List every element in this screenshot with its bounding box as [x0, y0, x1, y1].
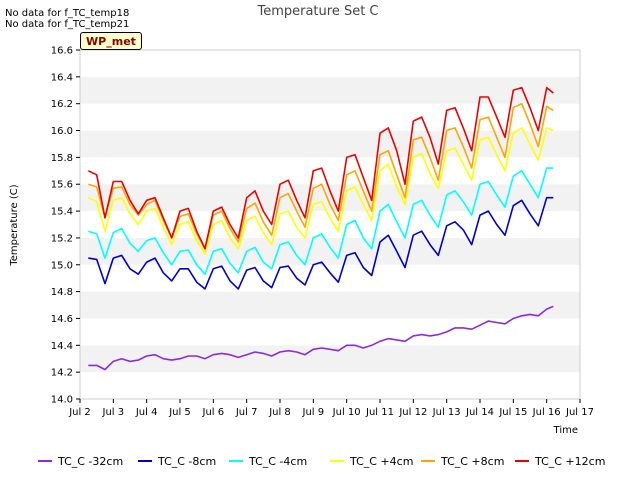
- y-tick-label: 16.6: [51, 46, 73, 57]
- grid-band: [80, 318, 580, 346]
- y-tick-label: 16.2: [51, 99, 73, 110]
- x-tick-label: Jul 7: [235, 407, 258, 418]
- legend-swatch: [38, 460, 52, 462]
- legend-item: TC_C +12cm: [515, 453, 605, 469]
- chart-title: Temperature Set C: [256, 4, 378, 19]
- grid-band: [80, 157, 580, 185]
- y-tick-label: 16.0: [51, 126, 73, 137]
- x-tick-label: Jul 2: [68, 407, 91, 418]
- legend-item: TC_C +4cm: [330, 453, 413, 469]
- no-data-note: No data for f_TC_temp21: [5, 19, 130, 30]
- y-tick-label: 15.6: [51, 180, 73, 191]
- x-tick-label: Jul 14: [465, 407, 494, 418]
- legend-swatch: [515, 460, 529, 462]
- y-tick-label: 14.2: [51, 368, 73, 379]
- series-line: [88, 196, 554, 290]
- x-tick-label: Jul 12: [398, 407, 427, 418]
- x-tick-label: Jul 8: [268, 407, 291, 418]
- legend: TC_C -32cm TC_C -8cm TC_C -4cm TC_C +4cm…: [0, 453, 640, 469]
- legend-label: TC_C +4cm: [350, 454, 414, 468]
- legend-item: TC_C -8cm: [138, 453, 216, 469]
- x-tick-label: Jul 11: [365, 407, 394, 418]
- y-tick-label: 15.8: [51, 153, 73, 164]
- grid-band: [80, 103, 580, 131]
- series-lines: [87, 86, 554, 371]
- x-tick-label: Jul 13: [432, 407, 461, 418]
- x-axis-ticks: Jul 2 Jul 3 Jul 4 Jul 5 Jul 6 Jul 7 Jul 8 Jul 9…: [68, 399, 594, 418]
- legend-swatch: [229, 460, 243, 462]
- x-tick-label: Jul 9: [302, 407, 325, 418]
- grid-band: [80, 264, 580, 292]
- legend-label: TC_C +12cm: [535, 454, 606, 468]
- y-tick-label: 14.0: [51, 395, 73, 406]
- y-tick-label: 15.4: [51, 207, 73, 218]
- legend-label: TC_C +8cm: [441, 454, 505, 468]
- x-axis-label: Time: [553, 425, 578, 436]
- no-data-note: No data for f_TC_temp18: [5, 8, 130, 19]
- legend-label: TC_C -32cm: [58, 454, 124, 468]
- legend-swatch: [138, 460, 152, 462]
- grid-band: [80, 291, 580, 319]
- legend-item: TC_C +8cm: [421, 453, 504, 469]
- x-tick-label: Jul 5: [168, 407, 191, 418]
- series-line: [88, 167, 554, 276]
- y-tick-label: 16.4: [51, 72, 73, 83]
- legend-label: TC_C -4cm: [249, 454, 308, 468]
- legend-label: TC_C -8cm: [158, 454, 217, 468]
- legend-swatch: [330, 460, 344, 462]
- grid-bands: [80, 50, 580, 399]
- x-tick-label: Jul 3: [102, 407, 125, 418]
- y-tick-label: 14.6: [51, 314, 73, 325]
- grid-band: [80, 50, 580, 77]
- x-tick-label: Jul 17: [565, 407, 594, 418]
- station-label-badge: WP_met: [80, 32, 142, 50]
- x-tick-label: Jul 6: [202, 407, 225, 418]
- y-axis-ticks: 14.0 14.2 14.4 14.6 14.8 15.0 15.2 15.4 15.6 15.8…: [51, 46, 80, 406]
- series-line: [88, 305, 554, 371]
- x-tick-label: Jul 4: [135, 407, 158, 418]
- legend-swatch: [421, 460, 435, 462]
- grid-band: [80, 76, 580, 104]
- plot-frame: [79, 49, 581, 400]
- series-line: [87, 86, 554, 250]
- y-tick-label: 15.0: [51, 260, 73, 271]
- grid-band: [80, 372, 580, 399]
- grid-band: [80, 237, 580, 265]
- series-line: [87, 127, 554, 255]
- legend-item: TC_C -4cm: [229, 453, 307, 469]
- legend-item: TC_C -32cm: [38, 453, 123, 469]
- x-tick-label: Jul 16: [532, 407, 561, 418]
- x-tick-label: Jul 10: [332, 407, 361, 418]
- y-tick-label: 14.4: [51, 341, 73, 352]
- y-tick-label: 15.2: [51, 233, 73, 244]
- y-tick-label: 14.8: [51, 287, 73, 298]
- y-axis-label: Temperature (C): [9, 184, 20, 266]
- x-tick-label: Jul 15: [498, 407, 527, 418]
